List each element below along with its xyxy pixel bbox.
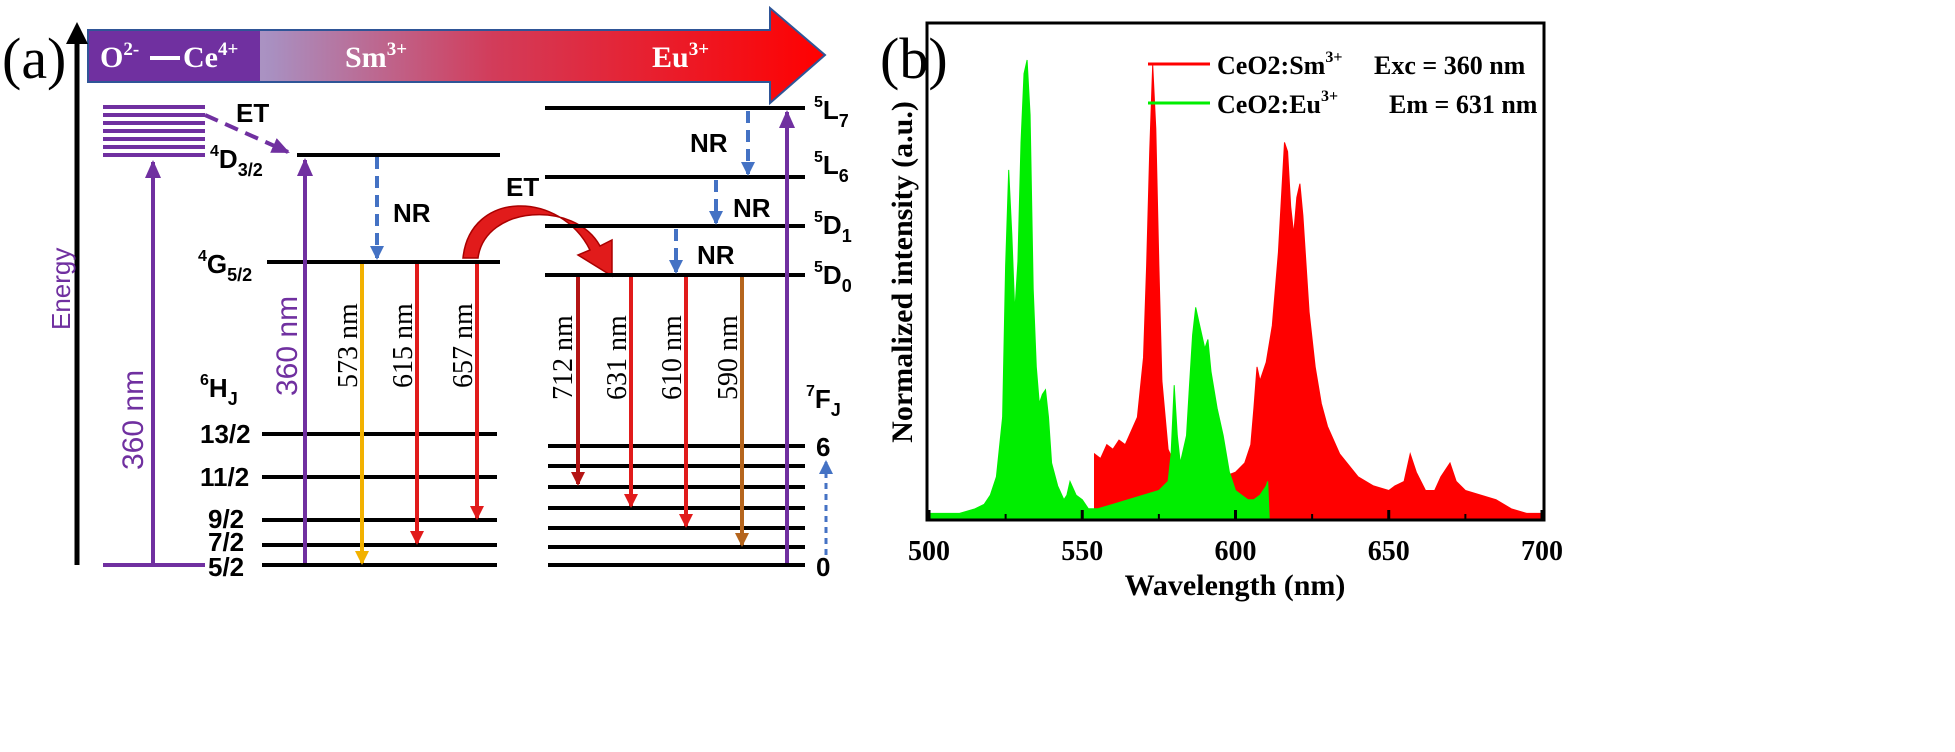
banner-eu-sup: 3+ (689, 39, 709, 60)
eu-j-0: 0 (816, 552, 830, 582)
banner-o-ce-label: O2- (100, 39, 139, 74)
sm-j-11-2: 11/2 (200, 462, 249, 492)
sm-emission-657-label: 657 nm (448, 303, 479, 388)
eu-nr-label-3: NR (697, 240, 735, 270)
sm-j-5-2: 5/2 (208, 552, 244, 582)
ceo2-excitation-label: 360 nm (117, 370, 150, 470)
sm-emission-615-label: 615 nm (388, 303, 419, 388)
sm-nr-label: NR (393, 198, 431, 228)
sm-j-9-2: 9/2 (208, 504, 244, 534)
eu-emission-590-label: 590 nm (713, 315, 744, 400)
banner-sm: Sm (345, 41, 387, 74)
energy-label: Energy (46, 248, 76, 330)
panel-a-label: (a) (2, 26, 66, 91)
et-label-2: ET (506, 172, 539, 202)
banner-eu-label: Eu3+ (652, 39, 709, 74)
banner-ce: Ce (183, 41, 218, 74)
sm-j-labels: 13/2 11/2 9/2 7/2 5/2 (200, 419, 251, 582)
sm-levels (262, 153, 500, 567)
eu-level-l7: 5L7 (814, 94, 849, 131)
et-sm-eu-arrow (462, 205, 613, 278)
panel-b: (b) 500 550 600 650 700 Wavelength (nm) Norm… (880, 21, 1563, 602)
panel-a: (a) O2- Ce4+ Sm3+ Eu3+ Energy 360 nm ET (2, 5, 852, 582)
sm-emission-573-label: 573 nm (333, 303, 364, 388)
banner-eu: Eu (652, 41, 689, 74)
sm-excitation-label: 360 nm (271, 296, 304, 396)
eu-7fj-levels (548, 444, 805, 567)
legend: CeO2:Sm3+ Exc = 360 nm CeO2:Eu3+ Em = 63… (1148, 49, 1538, 119)
eu-level-l6: 5L6 (814, 149, 849, 186)
series-area-eu (928, 59, 1270, 519)
x-axis-label: Wavelength (nm) (1125, 569, 1346, 602)
chart-series-group (928, 59, 1543, 519)
eu-level-d1: 5D1 (814, 209, 852, 246)
eu-level-d0: 5D0 (814, 259, 852, 296)
energy-axis-head (66, 22, 88, 44)
sm-level-d32: 4D3/2 (210, 143, 263, 180)
x-tick-label-500: 500 (908, 536, 950, 567)
sm-j-13-2: 13/2 (200, 419, 251, 449)
y-axis-label: Normalized intensity (a.u.) (886, 101, 919, 443)
chart-ticks-group: 500 550 600 650 700 (908, 510, 1563, 567)
panel-b-label: (b) (880, 26, 948, 91)
ceo2-levels (103, 105, 205, 567)
eu-upper-levels (545, 106, 805, 277)
x-tick-label-700: 700 (1521, 536, 1563, 567)
banner-ce-sup: 4+ (218, 39, 238, 60)
eu-nr-label-1: NR (690, 128, 728, 158)
banner-o-sup: 2- (123, 39, 139, 60)
banner-o: O (100, 41, 123, 74)
sm-level-g52: 4G5/2 (198, 248, 252, 285)
legend-annotation-sm: Exc = 360 nm (1374, 51, 1526, 80)
et-ce-sm-arrow (204, 113, 290, 154)
banner-sm-label: Sm3+ (345, 39, 407, 74)
eu-emission-610-label: 610 nm (657, 315, 688, 400)
banner-ce-label: Ce4+ (183, 39, 238, 74)
banner-arrow (87, 5, 827, 106)
x-tick-label-650: 650 (1368, 536, 1410, 567)
banner-sm-sup: 3+ (387, 39, 407, 60)
eu-nr-label-2: NR (733, 193, 771, 223)
legend-entry-sm: CeO2:Sm3+ (1217, 49, 1342, 80)
x-tick-label-550: 550 (1061, 536, 1103, 567)
eu-emission-631-label: 631 nm (602, 315, 633, 400)
eu-level-fj: 7FJ (806, 383, 841, 420)
sm-level-hj: 6HJ (200, 372, 238, 409)
legend-annotation-eu: Em = 631 nm (1389, 90, 1538, 119)
et-label-1: ET (236, 98, 269, 128)
eu-emission-712-label: 712 nm (548, 315, 579, 400)
sm-j-7-2: 7/2 (208, 527, 244, 557)
series-area-sm (1094, 64, 1543, 519)
x-tick-label-600: 600 (1215, 536, 1257, 567)
legend-entry-eu: CeO2:Eu3+ (1217, 88, 1338, 119)
eu-j-6: 6 (816, 432, 830, 462)
